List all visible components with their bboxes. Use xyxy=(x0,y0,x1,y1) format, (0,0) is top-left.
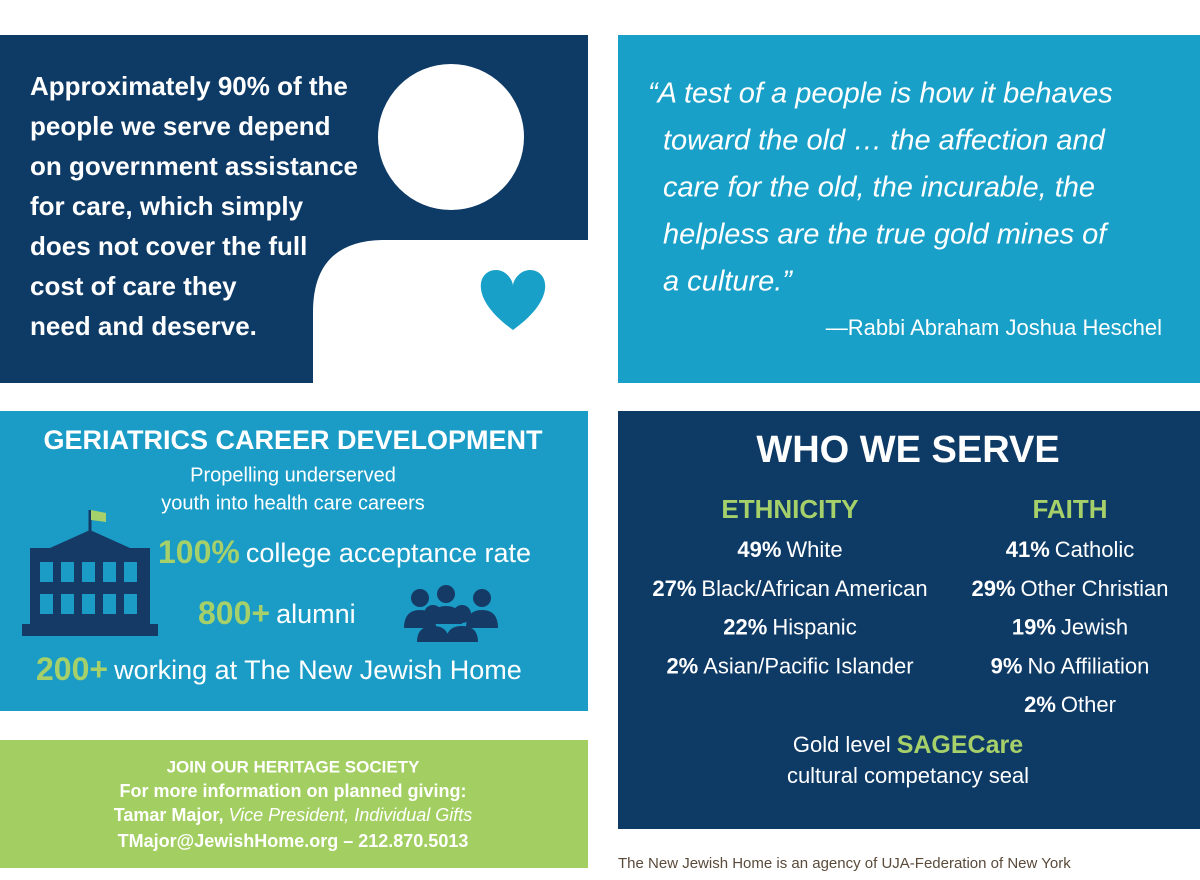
career-subtitle: youth into health care careers xyxy=(161,492,425,514)
assistance-line: does not cover the full xyxy=(30,231,307,261)
person-body xyxy=(313,240,588,383)
faith-item: 19% Jewish xyxy=(1012,614,1128,639)
stat-text: working at The New Jewish Home xyxy=(113,655,522,685)
career-subtitle: Propelling underserved xyxy=(190,464,396,486)
item-label: Other xyxy=(1061,692,1116,717)
ethnicity-item: 27% Black/African American xyxy=(652,576,927,601)
item-label: Catholic xyxy=(1055,537,1134,562)
career-stat: 100% college acceptance rate xyxy=(158,534,531,570)
item-pct: 2% xyxy=(1024,692,1056,717)
contact-details: TMajor@JewishHome.org – 212.870.5013 xyxy=(118,831,469,851)
career-stat: 800+ alumni xyxy=(198,595,356,631)
footer: The New Jewish Home is an agency of UJA-… xyxy=(618,855,1071,872)
assistance-line: people we serve depend xyxy=(30,111,331,141)
item-label: Asian/Pacific Islander xyxy=(703,653,913,678)
contact-role: Vice President, Individual Gifts xyxy=(228,805,472,825)
faith-item: 2% Other xyxy=(1024,692,1116,717)
item-pct: 41% xyxy=(1006,537,1050,562)
item-pct: 49% xyxy=(737,537,781,562)
career-title: GERIATRICS CAREER DEVELOPMENT xyxy=(43,425,543,455)
stat-text: alumni xyxy=(276,599,356,629)
seal-prefix: Gold level xyxy=(793,732,891,757)
seal-line: Gold level SAGECare xyxy=(793,731,1023,759)
item-pct: 29% xyxy=(972,576,1016,601)
ethnicity-heading: ETHNICITY xyxy=(721,494,858,524)
heritage-contact-line: Tamar Major, Vice President, Individual G… xyxy=(114,805,473,825)
assistance-line: for care, which simply xyxy=(30,191,304,221)
stat-figure: 200+ xyxy=(36,651,108,687)
building-icon xyxy=(22,510,158,636)
item-label: Hispanic xyxy=(772,614,856,639)
item-label: Jewish xyxy=(1061,614,1128,639)
heritage-title: JOIN OUR HERITAGE SOCIETY xyxy=(167,757,420,776)
item-pct: 19% xyxy=(1012,614,1056,639)
ethnicity-item: 2% Asian/Pacific Islander xyxy=(666,653,913,678)
ethnicity-item: 22% Hispanic xyxy=(723,614,856,639)
seal-highlight: SAGECare xyxy=(897,731,1024,759)
item-label: Black/African American xyxy=(701,576,927,601)
ethnicity-item: 49% White xyxy=(737,537,842,562)
heritage-line: For more information on planned giving: xyxy=(120,781,467,801)
stat-figure: 100% xyxy=(158,534,240,570)
assistance-line: need and deserve. xyxy=(30,311,257,341)
quote-attribution: —Rabbi Abraham Joshua Heschel xyxy=(826,315,1162,340)
heart-icon xyxy=(480,270,546,330)
quote-line: “A test of a people is how it behaves xyxy=(648,78,1113,110)
quote-line: a culture.” xyxy=(663,266,793,298)
people-icon xyxy=(404,585,498,642)
person-head xyxy=(378,64,524,210)
assistance-line: cost of care they xyxy=(30,271,237,301)
quote-panel xyxy=(618,35,1200,383)
contact-name: Tamar Major, xyxy=(114,805,224,825)
who-title: WHO WE SERVE xyxy=(756,429,1059,471)
quote-line: toward the old … the affection and xyxy=(663,125,1106,157)
who-we-serve-panel xyxy=(618,411,1200,829)
item-pct: 2% xyxy=(666,653,698,678)
heritage-panel xyxy=(0,740,588,868)
item-label: White xyxy=(786,537,842,562)
career-stat: 200+ working at The New Jewish Home xyxy=(36,651,522,687)
seal-line2: cultural competancy seal xyxy=(787,763,1029,788)
assistance-line: Approximately 90% of the xyxy=(30,71,348,101)
faith-item: 29% Other Christian xyxy=(972,576,1169,601)
assistance-line: on government assistance xyxy=(30,151,358,181)
quote-line: care for the old, the incurable, the xyxy=(663,172,1095,204)
faith-heading: FAITH xyxy=(1032,494,1107,524)
item-pct: 22% xyxy=(723,614,767,639)
quote-line: helpless are the true gold mines of xyxy=(663,219,1109,251)
stat-figure: 800+ xyxy=(198,595,270,631)
item-label: Other Christian xyxy=(1021,576,1169,601)
faith-item: 9% No Affiliation xyxy=(991,653,1150,678)
stat-text: college acceptance rate xyxy=(246,538,531,568)
item-pct: 9% xyxy=(991,653,1023,678)
faith-item: 41% Catholic xyxy=(1006,537,1135,562)
item-pct: 27% xyxy=(652,576,696,601)
item-label: No Affiliation xyxy=(1027,653,1149,678)
